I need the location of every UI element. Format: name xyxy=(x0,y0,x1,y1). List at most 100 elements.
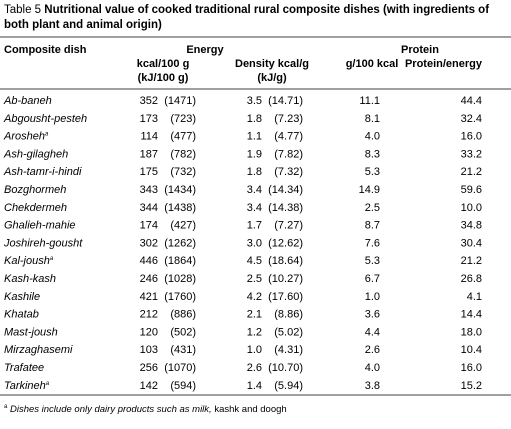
cell-density-kj: (12.62) xyxy=(268,237,303,249)
cell-kcal: 212 xyxy=(140,309,158,321)
cell-kcal: 352 xyxy=(140,95,158,107)
cell-g-per-kcal: 5.3 xyxy=(365,166,380,178)
cell-density: 1.2 xyxy=(247,326,262,338)
header-energy: Energy xyxy=(186,44,224,56)
cell-protein-energy: 59.6 xyxy=(461,184,482,196)
cell-density-kj: (4.31) xyxy=(274,344,303,356)
cell-density: 1.7 xyxy=(247,220,262,232)
cell-density-kj: (8.86) xyxy=(274,309,303,321)
cell-protein-energy: 21.2 xyxy=(461,166,482,178)
cell-protein-energy: 30.4 xyxy=(461,237,482,249)
cell-density: 3.5 xyxy=(247,95,262,107)
dish-label: Mirzaghasemi xyxy=(4,344,73,356)
cell-protein-energy: 15.2 xyxy=(461,380,482,392)
dish-label: Trafatee xyxy=(4,362,44,374)
dish-label: Kal-joush xyxy=(4,255,50,267)
cell-protein-energy: 18.0 xyxy=(461,326,482,338)
cell-kj: (782) xyxy=(170,148,196,160)
cell-protein-energy: 32.4 xyxy=(461,113,482,125)
note-marker: a xyxy=(46,381,50,387)
cell-g-per-kcal: 6.7 xyxy=(365,273,380,285)
table-caption: Nutritional value of cooked traditional … xyxy=(4,4,490,31)
cell-density-kj: (7.32) xyxy=(274,166,303,178)
cell-density: 2.1 xyxy=(247,309,262,321)
dish-label: Ghalieh-mahie xyxy=(4,220,76,232)
cell-kj: (1434) xyxy=(164,184,196,196)
cell-protein-energy: 34.8 xyxy=(461,220,482,232)
dish-label: Ab-baneh xyxy=(3,95,52,107)
cell-density: 2.5 xyxy=(247,273,262,285)
cell-kj: (502) xyxy=(170,326,196,338)
dish-name: Khatab xyxy=(4,309,39,321)
cell-kcal: 343 xyxy=(140,184,158,196)
header-density-kj: (kJ/g) xyxy=(257,72,287,84)
cell-g-per-kcal: 3.8 xyxy=(365,380,380,392)
dish-label: Kashile xyxy=(4,291,40,303)
cell-density-kj: (5.02) xyxy=(274,326,303,338)
dish-label: Chekdermeh xyxy=(4,202,67,214)
table-title: Table 5 Nutritional value of cooked trad… xyxy=(4,3,504,33)
cell-g-per-kcal: 5.3 xyxy=(365,255,380,267)
cell-g-per-kcal: 2.5 xyxy=(365,202,380,214)
cell-kj: (1438) xyxy=(164,202,196,214)
cell-protein-energy: 44.4 xyxy=(461,95,482,107)
note-marker: a xyxy=(50,256,54,262)
dish-name: Ab-baneh xyxy=(3,95,52,107)
table-label: Table 5 xyxy=(4,4,42,16)
cell-kj: (477) xyxy=(170,131,196,143)
cell-g-per-kcal: 8.1 xyxy=(365,113,380,125)
header-g-per-kcal: g/100 kcal xyxy=(346,58,399,70)
header-protein-energy: Protein/energy xyxy=(405,58,483,70)
cell-kj: (1864) xyxy=(164,255,196,267)
cell-density: 1.8 xyxy=(247,113,262,125)
dish-label: Ash-gilagheh xyxy=(3,148,68,160)
cell-protein-energy: 16.0 xyxy=(461,131,482,143)
footnote-italic: Dishes include only dairy products such … xyxy=(9,404,212,416)
cell-density: 1.8 xyxy=(247,166,262,178)
cell-density: 1.4 xyxy=(247,380,262,392)
cell-density-kj: (4.77) xyxy=(274,131,303,143)
header-density: Density kcal/g xyxy=(235,58,309,70)
cell-density-kj: (7.23) xyxy=(274,113,303,125)
footnote-rest: kashk and doogh xyxy=(214,404,287,416)
cell-kcal: 175 xyxy=(140,166,158,178)
cell-kj: (732) xyxy=(170,166,196,178)
cell-g-per-kcal: 4.0 xyxy=(365,131,380,143)
dish-label: Arosheh xyxy=(3,131,45,143)
header-kcal: kcal/100 g xyxy=(137,58,190,70)
dish-label: Bozghormeh xyxy=(4,184,66,196)
cell-density-kj: (18.64) xyxy=(268,255,303,267)
cell-g-per-kcal: 2.6 xyxy=(365,344,380,356)
dish-name: Tarkineha xyxy=(4,380,50,392)
dish-name: Mast-joush xyxy=(4,326,58,338)
cell-kcal: 142 xyxy=(140,380,158,392)
dish-name: Kal-jousha xyxy=(4,255,54,267)
cell-kcal: 120 xyxy=(140,326,158,338)
header-kj: (kJ/100 g) xyxy=(138,72,189,84)
dish-name: Kashile xyxy=(4,291,40,303)
cell-g-per-kcal: 3.6 xyxy=(365,309,380,321)
cell-kcal: 187 xyxy=(140,148,158,160)
cell-density-kj: (14.34) xyxy=(268,184,303,196)
dish-label: Tarkineh xyxy=(4,380,46,392)
dish-label: Kash-kash xyxy=(4,273,56,285)
cell-kcal: 246 xyxy=(140,273,158,285)
cell-kj: (427) xyxy=(170,220,196,232)
cell-density-kj: (10.27) xyxy=(268,273,303,285)
cell-density-kj: (10.70) xyxy=(268,362,303,374)
footnote-marker: a xyxy=(4,404,8,410)
dish-name: Ghalieh-mahie xyxy=(4,220,76,232)
cell-kcal: 344 xyxy=(140,202,158,214)
cell-protein-energy: 10.4 xyxy=(461,344,482,356)
cell-density: 3.4 xyxy=(247,202,262,214)
cell-kj: (431) xyxy=(170,344,196,356)
cell-kj: (1471) xyxy=(164,95,196,107)
cell-density-kj: (17.60) xyxy=(268,291,303,303)
cell-g-per-kcal: 7.6 xyxy=(365,237,380,249)
cell-g-per-kcal: 8.3 xyxy=(365,148,380,160)
cell-protein-energy: 4.1 xyxy=(467,291,482,303)
cell-density: 1.0 xyxy=(247,344,262,356)
cell-g-per-kcal: 8.7 xyxy=(365,220,380,232)
